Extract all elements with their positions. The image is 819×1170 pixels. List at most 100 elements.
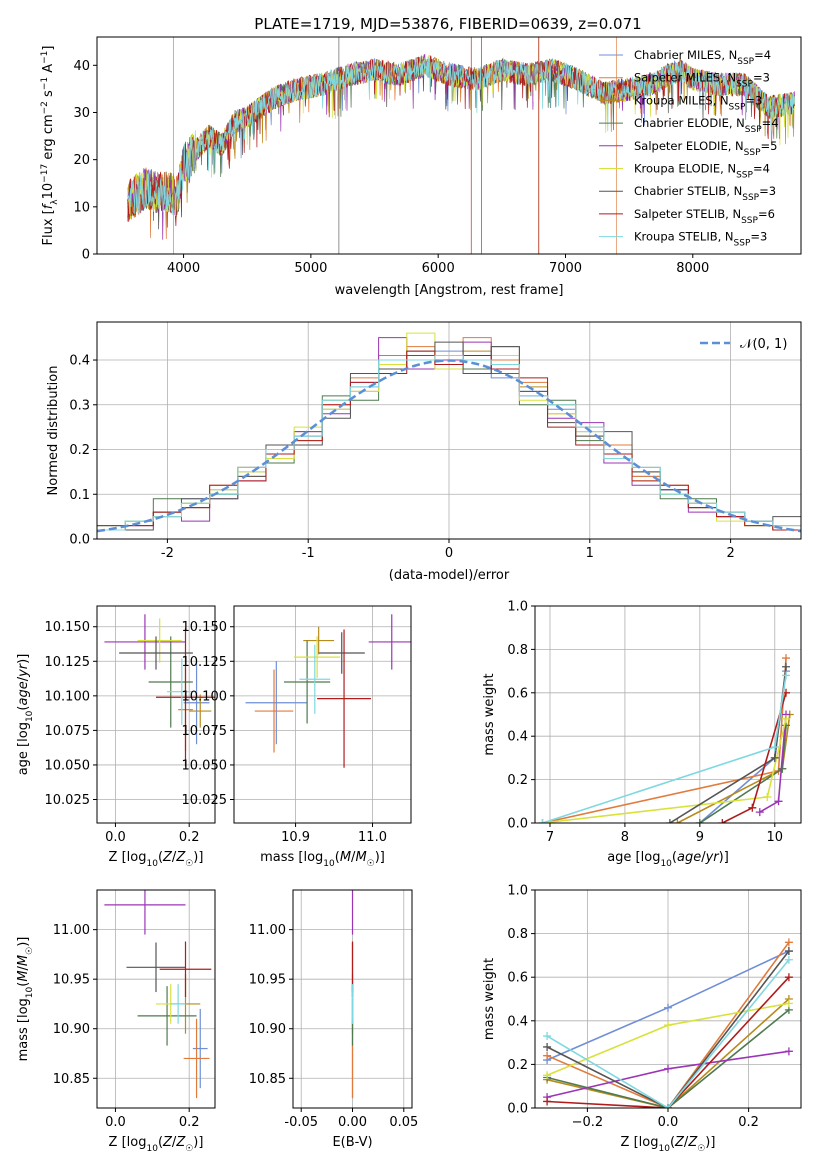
axes-frame: −0.2 0.0 0.2 0.0 0.2 0.4 0.6 0.8 1.0 [507, 884, 802, 1130]
x-tick-label: 0.2 [179, 1115, 200, 1130]
x-axis-label: Z [log10(Z/Z☉)] [109, 1135, 204, 1154]
plot-area [97, 332, 801, 539]
weight-marker [770, 753, 779, 762]
y-tick-label: 10.85 [53, 1072, 90, 1087]
y-tick-label: 1.0 [507, 884, 528, 899]
legend-label: Chabrier STELIB, NSSP=3 [634, 184, 776, 203]
y-tick-label: 0.4 [69, 354, 90, 369]
spectrum-legend: Chabrier MILES, NSSP=4 Salpeter MILES, NS… [599, 48, 779, 249]
y-tick-label: 10.075 [182, 724, 228, 739]
legend-label: Salpeter ELODIE, NSSP=5 [634, 139, 777, 158]
weight-marker [784, 1047, 793, 1056]
legend-label: Kroupa MILES, NSSP=3 [634, 93, 762, 112]
y-tick-label: 0.6 [507, 686, 528, 701]
x-tick-label: 5000 [294, 261, 327, 276]
x-axis-label: Z [log10(Z/Z☉)] [109, 850, 204, 869]
plot-area [245, 614, 411, 768]
y-axis-label: Flux [fλ10−17 erg cm−2 s−1 A−1] [40, 46, 60, 246]
x-tick-label: −0.2 [572, 1115, 604, 1130]
weight-marker [755, 808, 764, 817]
y-tick-label: 10.85 [249, 1072, 286, 1087]
legend-label: Chabrier ELODIE, NSSP=4 [634, 116, 779, 135]
y-tick-label: 30 [73, 106, 90, 121]
y-tick-label: 0.6 [507, 971, 528, 986]
weight-line-chabrier-stelib [546, 950, 790, 1108]
y-tick-label: 10.075 [45, 724, 91, 739]
weight-marker [665, 819, 674, 823]
x-tick-label: 11.0 [358, 830, 387, 845]
weight-line-kroupa-stelib [542, 675, 787, 823]
y-tick-label: 0.1 [69, 488, 90, 503]
x-tick-label: 0.0 [105, 1115, 126, 1130]
weight-vs-metallicity-panel: −0.2 0.0 0.2 0.0 0.2 0.4 0.6 0.8 1.0 Z [log10(Z/Z… [482, 884, 802, 1154]
y-tick-label: 0.0 [69, 533, 90, 548]
y-axis-label: mass weight [482, 673, 497, 755]
y-tick-label: 10.90 [249, 1022, 286, 1037]
axes-border [96, 605, 216, 824]
weight-line-kroupa-miles [546, 998, 790, 1108]
weight-marker [543, 1071, 552, 1080]
x-tick-label: 0 [445, 546, 453, 561]
x-tick-label: 0.2 [738, 1115, 759, 1130]
x-tick-label: 2 [726, 546, 734, 561]
weight-marker [748, 803, 757, 812]
y-tick-label: 10 [73, 200, 90, 215]
legend-label: Salpeter MILES, NSSP=3 [634, 71, 770, 90]
y-axis-label: mass [log10(M/M☉)] [16, 937, 35, 1062]
x-axis-label: Z [log10(Z/Z☉)] [621, 1135, 716, 1154]
x-axis-label: wavelength [Angstrom, rest frame] [335, 283, 564, 298]
plot-area [543, 938, 793, 1108]
residuals-panel: -2 -1 0 1 2 0.0 0.1 0.2 0.3 0.4 𝒩(0, 1) (data-model… [46, 321, 802, 583]
y-axis-label: Normed distribution [46, 366, 61, 496]
y-tick-label: 10.90 [53, 1022, 90, 1037]
weight-marker [774, 797, 783, 806]
x-tick-label: 0.0 [658, 1115, 679, 1130]
weight-marker [784, 955, 793, 964]
age-vs-metallicity-panel: 0.0 0.2 10.025 10.050 10.075 10.100 10.125 10.1… [16, 605, 216, 869]
y-tick-label: 0.8 [507, 927, 528, 942]
weight-marker [784, 973, 793, 982]
x-tick-label: 8000 [676, 261, 709, 276]
x-axis-label: age [log10(age/yr)] [607, 850, 729, 869]
y-tick-label: 0.2 [507, 773, 528, 788]
y-tick-label: 10.050 [182, 758, 228, 773]
x-tick-label: 1 [586, 546, 594, 561]
weight-marker [543, 1042, 552, 1051]
x-axis-label: (data-model)/error [389, 568, 510, 583]
y-tick-label: 0.2 [507, 1058, 528, 1073]
normal-curve [97, 359, 801, 533]
y-tick-label: 10.025 [45, 793, 91, 808]
y-axis-label: age [log10(age/yr)] [16, 654, 35, 776]
axes-frame: 4000 5000 6000 7000 8000 0 10 20 30 40 [73, 36, 802, 276]
x-axis-label: E(B-V) [332, 1135, 372, 1150]
y-tick-label: 10.95 [249, 973, 286, 988]
axes-frame: 0.0 0.2 10.85 10.90 10.95 11.00 [53, 889, 216, 1130]
x-tick-label: -0.05 [284, 1115, 318, 1130]
x-tick-label: 7 [546, 830, 554, 845]
x-tick-label: 6000 [422, 261, 455, 276]
y-tick-label: 1.0 [507, 600, 528, 615]
weight-marker [718, 819, 727, 823]
y-tick-label: 0.0 [507, 817, 528, 832]
legend-label: 𝒩(0, 1) [740, 337, 787, 352]
y-axis-label: mass weight [482, 958, 497, 1040]
y-tick-label: 10.125 [182, 655, 228, 670]
mass-vs-metallicity-panel: 0.0 0.2 10.85 10.90 10.95 11.00 Z [log10(Z/Z☉)… [16, 889, 216, 1154]
y-tick-label: 0.3 [69, 398, 90, 413]
x-tick-label: 0.2 [179, 830, 200, 845]
weight-marker [664, 1064, 672, 1073]
y-tick-label: 10.025 [182, 793, 228, 808]
weight-marker [782, 654, 791, 663]
x-tick-label: 7000 [549, 261, 582, 276]
x-tick-label: 4000 [167, 261, 200, 276]
spectrum-panel: 4000 5000 6000 7000 8000 0 10 20 30 40 wavelength … [40, 36, 802, 298]
weight-marker [784, 999, 793, 1008]
weight-marker [543, 1032, 552, 1041]
weight-marker [543, 1051, 552, 1060]
x-tick-label: 9 [696, 830, 704, 845]
x-tick-label: 0.0 [105, 830, 126, 845]
y-tick-label: 10.95 [53, 973, 90, 988]
y-tick-label: 10.100 [182, 689, 228, 704]
y-tick-label: 10.125 [45, 655, 91, 670]
weight-marker [695, 819, 704, 823]
